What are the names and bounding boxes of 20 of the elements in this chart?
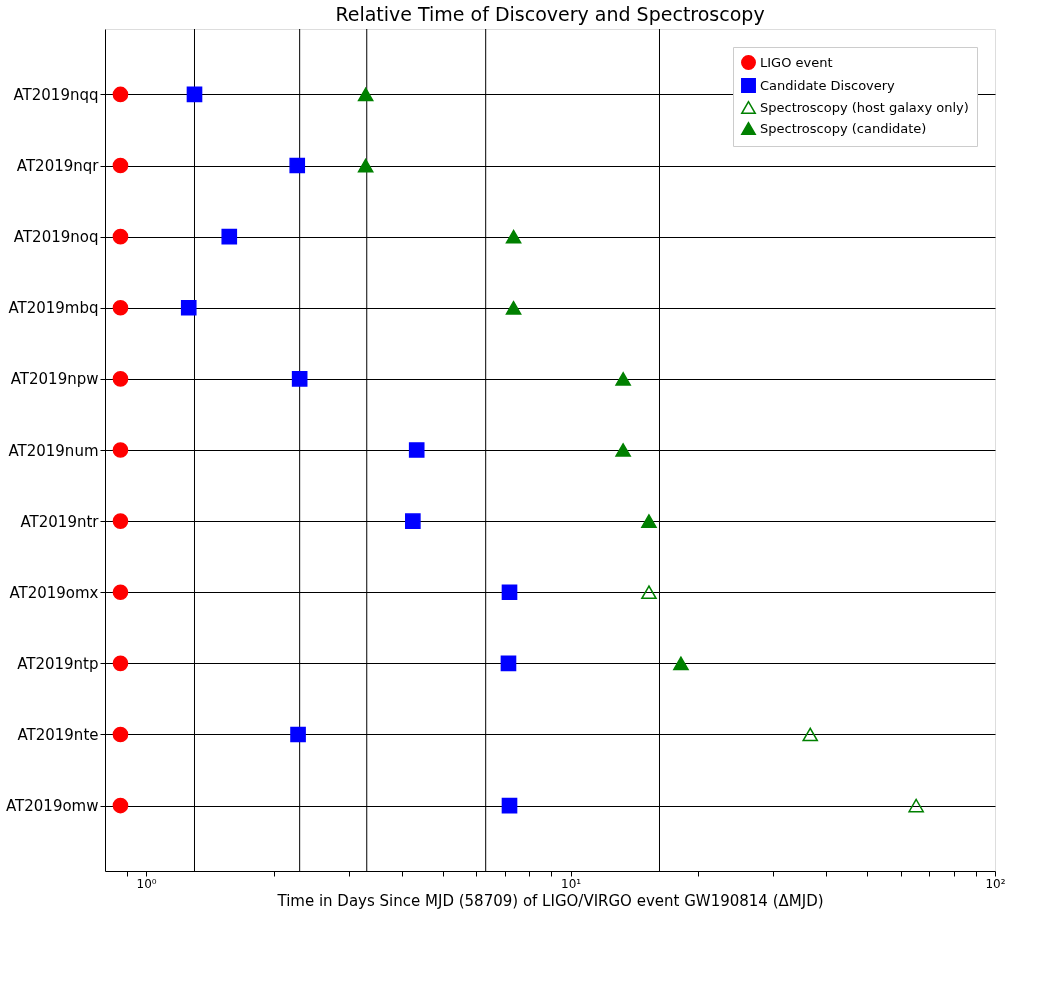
- y-tick-label: AT2019nqr: [16, 157, 100, 176]
- x-tick-label: 10¹: [561, 876, 582, 891]
- y-tick-label: AT2019npw: [10, 370, 99, 389]
- x-tick-label: 10⁰: [136, 876, 157, 891]
- y-tick-label: AT2019omw: [6, 797, 99, 816]
- y-tick-label: AT2019omx: [9, 583, 99, 602]
- x-axis-title: Time in Days Since MJD (58709) of LIGO/VIRGO event GW190814 (ΔMJD): [276, 891, 824, 910]
- y-tick-label: AT2019nte: [17, 725, 99, 744]
- x-tick-label: 10²: [985, 876, 1006, 891]
- legend-label: Candidate Discovery: [760, 77, 896, 93]
- y-tick-label: AT2019nqq: [13, 85, 99, 104]
- y-tick-label: AT2019ntp: [17, 654, 99, 673]
- y-tick-label: AT2019mbq: [8, 299, 99, 318]
- legend-label: Spectroscopy (candidate): [760, 120, 927, 136]
- chart-title: Relative Time of Discovery and Spectroscopy: [335, 2, 765, 25]
- y-tick-label: AT2019ntr: [20, 512, 100, 531]
- legend-label: LIGO event: [760, 54, 833, 70]
- legend-label: Spectroscopy (host galaxy only): [760, 99, 969, 115]
- y-tick-label: AT2019num: [8, 441, 99, 460]
- y-tick-label: AT2019noq: [13, 228, 99, 247]
